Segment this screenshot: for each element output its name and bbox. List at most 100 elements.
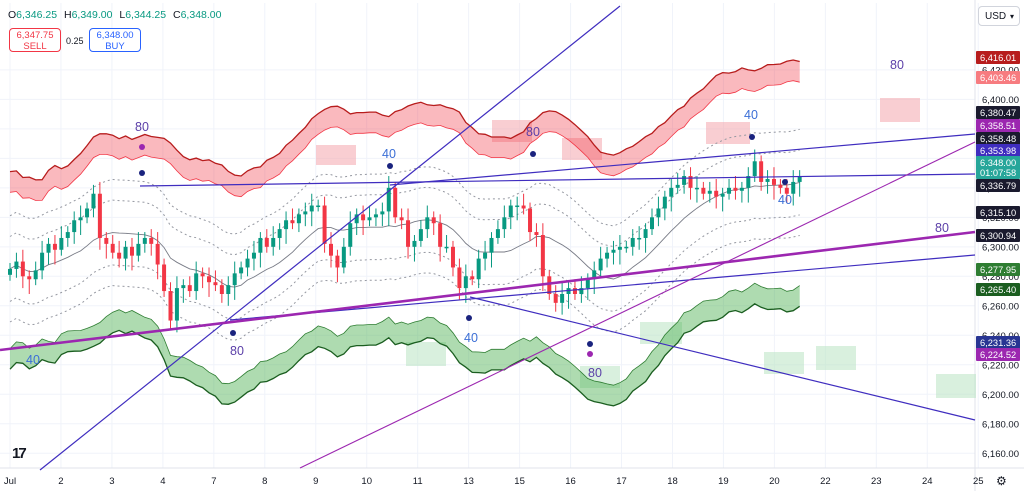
candle-body: [412, 240, 417, 247]
close-value: 6,348.00: [180, 9, 222, 21]
gear-icon[interactable]: ⚙: [996, 474, 1007, 488]
candle-body: [425, 217, 430, 230]
y-tick-label: 6,420.00: [982, 65, 1019, 76]
candle-body: [8, 268, 12, 275]
candle-body: [797, 176, 802, 182]
trendline: [299, 141, 976, 469]
candle-body: [27, 276, 32, 280]
upper-band-line: [9, 59, 800, 181]
candle-body: [258, 237, 263, 253]
candle-body: [547, 276, 552, 294]
y-tick-label: 6,220.00: [982, 360, 1019, 371]
candle-body: [226, 285, 231, 294]
high-label: H: [63, 9, 72, 21]
price-tag-label: 6,315.10: [980, 208, 1016, 218]
x-tick-label: 22: [820, 476, 831, 487]
x-tick-label: 18: [667, 476, 678, 487]
marker-dot: [782, 179, 788, 185]
candle-body: [759, 161, 764, 182]
candle-body: [752, 161, 757, 177]
candle-body: [393, 187, 398, 218]
level-annotation: 80: [135, 120, 149, 134]
candle-body: [765, 178, 770, 182]
candle-body: [277, 229, 282, 238]
candle-body: [662, 196, 667, 209]
marker-dots: [139, 134, 788, 357]
candle-body: [129, 246, 134, 256]
zone-box: [936, 374, 976, 398]
sell-button[interactable]: 6,347.75 SELL: [9, 28, 61, 52]
candle-body: [739, 187, 744, 191]
candle-body: [361, 214, 366, 221]
marker-dot: [587, 351, 593, 357]
price-tag: [976, 166, 1020, 179]
buy-button[interactable]: 6,348.00 BUY: [89, 28, 141, 52]
level-annotation: 40: [382, 147, 396, 161]
x-tick-label: 13: [463, 476, 474, 487]
candle-body: [367, 217, 372, 221]
candle-body: [284, 220, 289, 230]
candle-body: [650, 217, 654, 230]
tradingview-logo-icon[interactable]: 17: [12, 445, 27, 462]
marker-dot: [587, 341, 593, 347]
y-tick-label: 6,160.00: [982, 449, 1019, 460]
y-tick-label: 6,280.00: [982, 272, 1019, 283]
candle-body: [341, 246, 346, 268]
candle-body: [778, 184, 783, 188]
candle-body: [187, 285, 192, 292]
price-tag: [976, 229, 1020, 242]
marker-dot: [139, 170, 145, 176]
candle-body: [181, 285, 186, 289]
candle-body: [438, 223, 443, 247]
candle-body: [669, 187, 674, 197]
candle-body: [592, 270, 597, 280]
trendline: [139, 173, 976, 187]
candle-body: [290, 220, 295, 224]
candle-body: [104, 237, 109, 244]
candle-body: [168, 291, 173, 321]
candle-body: [675, 184, 680, 188]
candle-body: [72, 220, 77, 233]
candle-body: [162, 264, 167, 292]
spread-value: 0.25: [66, 36, 84, 46]
marker-dot: [139, 144, 145, 150]
lower-band-inner: [9, 282, 800, 386]
x-tick-label: 2: [58, 476, 63, 487]
y-tick-label: 6,180.00: [982, 419, 1019, 430]
candle-body: [508, 205, 513, 218]
candle-body: [264, 237, 269, 247]
candle-body: [142, 237, 147, 244]
price-tag-label: 6,348.00: [980, 158, 1016, 168]
currency-label: USD: [985, 11, 1007, 22]
x-tick-label: Jul: [4, 476, 16, 487]
candle-body: [40, 252, 45, 271]
price-tag: [976, 336, 1020, 349]
price-tag: [976, 144, 1020, 157]
marker-dot: [230, 330, 236, 336]
candle-body: [296, 214, 301, 224]
price-tag: [976, 132, 1020, 145]
candle-body: [624, 246, 629, 249]
x-tick-label: 3: [109, 476, 114, 487]
candle-body: [117, 252, 122, 259]
x-tick-label: 8: [262, 476, 267, 487]
y-tick-label: 6,260.00: [982, 301, 1019, 312]
candle-body: [316, 205, 321, 208]
time-axis[interactable]: Jul2347891011131516171819202223242527: [4, 476, 1024, 487]
x-tick-label: 19: [718, 476, 729, 487]
level-annotation: 40: [778, 193, 792, 207]
band-layer: [9, 59, 801, 407]
y-tick-label: 6,300.00: [982, 242, 1019, 253]
candle-body: [476, 258, 481, 280]
candle-body: [123, 246, 128, 259]
candle-body: [605, 252, 610, 259]
candle-body: [245, 258, 250, 268]
currency-select[interactable]: USD ▾: [978, 6, 1020, 26]
candle-body: [431, 217, 436, 224]
candle-body: [309, 205, 314, 212]
lower-band-line: [9, 303, 801, 407]
lower-band-fill: [10, 283, 800, 406]
candle-body: [348, 223, 353, 247]
level-annotation: 80: [890, 58, 904, 72]
